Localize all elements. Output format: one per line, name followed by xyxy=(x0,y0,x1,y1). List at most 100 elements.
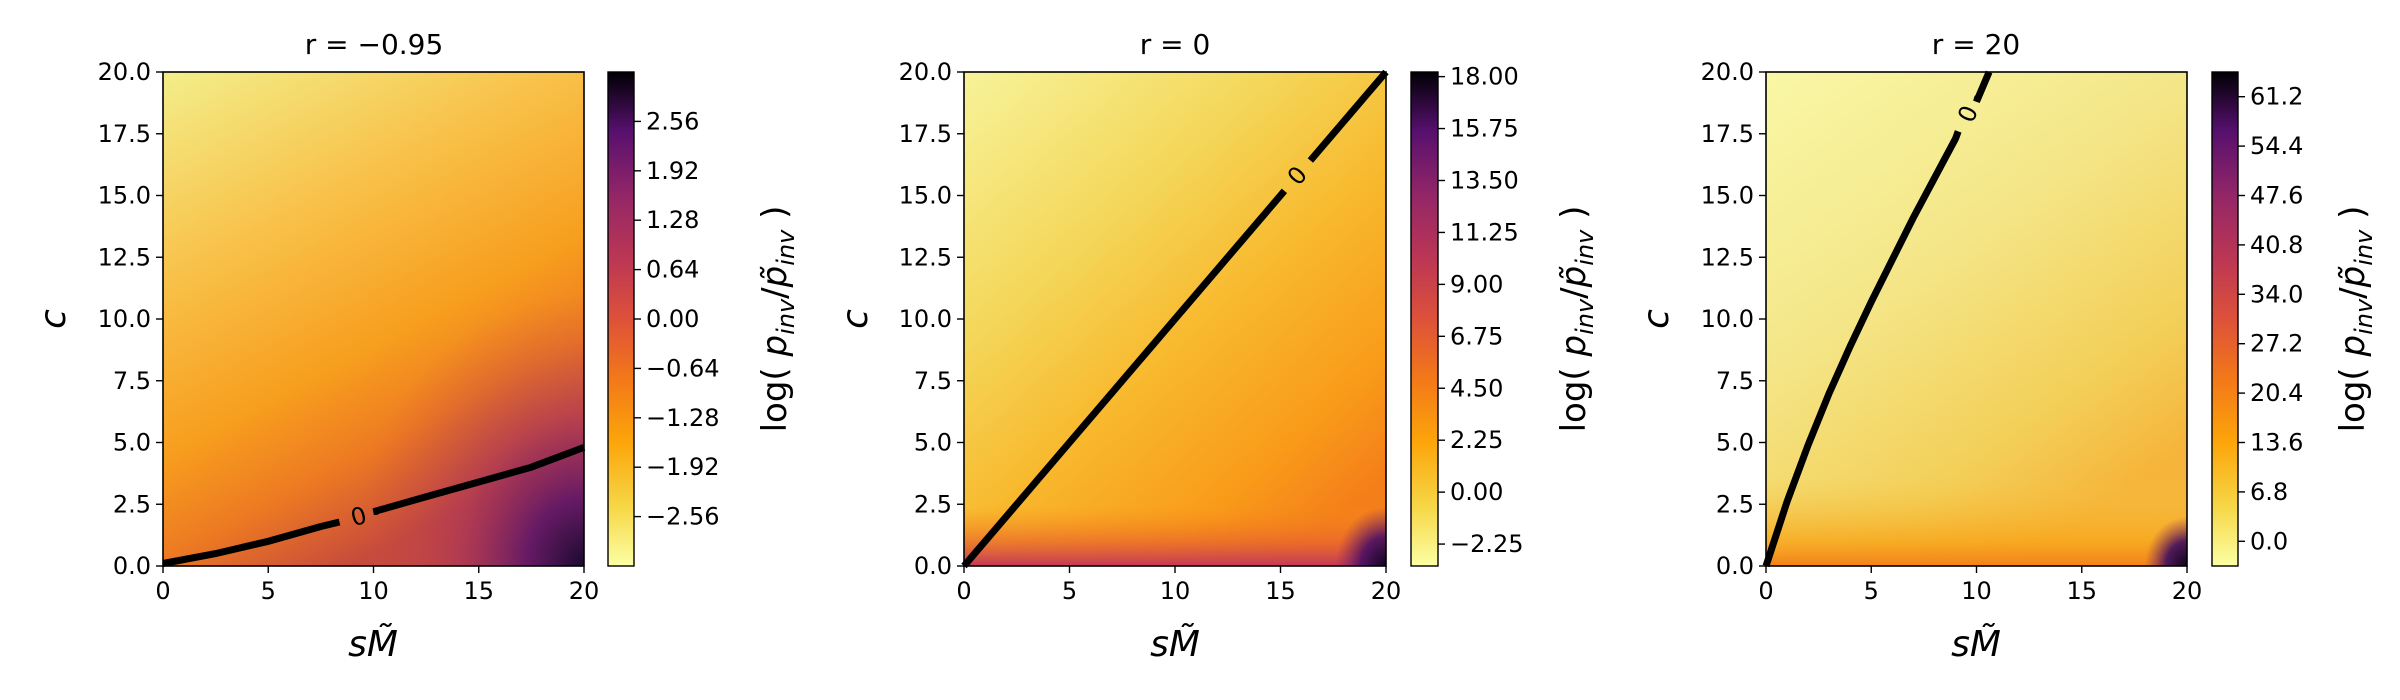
heatmap-area xyxy=(1766,72,2187,566)
colorbar-tick-label: 6.75 xyxy=(1450,322,1503,350)
y-axis: 0.0 2.5 5.0 7.5 10.0 12.5 15.0 17.5 20.0 xyxy=(899,58,964,580)
colorbar-tick-label: 27.2 xyxy=(2250,330,2303,358)
colorbar-tick-label: 0.00 xyxy=(646,305,699,333)
contour-line xyxy=(162,518,341,567)
y-tick-label: 12.5 xyxy=(98,243,151,271)
colorbar-tick-label: 2.25 xyxy=(1450,426,1503,454)
y-tick-label: 12.5 xyxy=(1701,243,1754,271)
x-axis-label: sM̃ xyxy=(348,623,398,665)
colorbar: 0.0 6.8 13.6 20.4 27.2 34.0 40.8 47.6 54.4 61.2 l… xyxy=(2211,71,2378,567)
y-tick-label: 5.0 xyxy=(113,429,151,457)
y-tick-label: 17.5 xyxy=(98,120,151,148)
y-tick-label: 17.5 xyxy=(899,120,952,148)
x-axis: 0 5 10 15 20 xyxy=(1758,566,2202,605)
panel-1: r = −0.95 0 0 5 10 15 20 0.0 2.5 5.0 7.5 10.0 12.… xyxy=(33,28,800,665)
colorbar-tick-label: −0.64 xyxy=(646,354,720,382)
contour-label: 0 xyxy=(348,501,370,532)
colorbar-tick-label: 18.00 xyxy=(1450,63,1519,91)
colorbar-tick-label: 9.00 xyxy=(1450,270,1503,298)
colorbar-tick-label: 13.6 xyxy=(2250,429,2303,457)
colorbar: −2.56 −1.92 −1.28 −0.64 0.00 0.64 1.28 1.92 2.56… xyxy=(607,71,800,567)
y-tick-label: 10.0 xyxy=(899,305,952,333)
x-tick-label: 15 xyxy=(463,577,494,605)
colorbar-tick-label: 4.50 xyxy=(1450,374,1503,402)
x-axis: 0 5 10 15 20 xyxy=(155,566,599,605)
contour-line xyxy=(1762,130,1962,568)
colorbar-tick-label: 13.50 xyxy=(1450,166,1519,194)
contour-line xyxy=(1307,69,1389,163)
contour-line xyxy=(1973,70,1993,103)
contour-line xyxy=(961,188,1288,569)
y-tick-label: 7.5 xyxy=(113,367,151,395)
colorbar-tick-label: 47.6 xyxy=(2250,182,2303,210)
y-tick-label: 0.0 xyxy=(914,552,952,580)
panel-title: r = 0 xyxy=(1140,28,1211,61)
x-tick-label: 20 xyxy=(569,577,600,605)
panel-title: r = −0.95 xyxy=(305,28,444,61)
colorbar-tick-label: 15.75 xyxy=(1450,115,1519,143)
x-tick-label: 0 xyxy=(155,577,170,605)
y-tick-label: 0.0 xyxy=(1716,552,1754,580)
y-tick-label: 7.5 xyxy=(914,367,952,395)
y-tick-label: 10.0 xyxy=(1701,305,1754,333)
y-tick-label: 7.5 xyxy=(1716,367,1754,395)
y-axis-label: c xyxy=(835,309,876,329)
y-axis: 0.0 2.5 5.0 7.5 10.0 12.5 15.0 17.5 20.0 xyxy=(98,58,163,580)
colorbar-tick-label: 0.0 xyxy=(2250,527,2288,555)
y-tick-label: 5.0 xyxy=(1716,429,1754,457)
x-tick-label: 20 xyxy=(2172,577,2203,605)
colorbar-tick-label: 6.8 xyxy=(2250,478,2288,506)
y-tick-label: 20.0 xyxy=(98,58,151,86)
colorbar-tick-label: 1.92 xyxy=(646,157,699,185)
colorbar-tick-label: 11.25 xyxy=(1450,218,1519,246)
y-tick-label: 15.0 xyxy=(1701,182,1754,210)
colorbar-tick-label: 20.4 xyxy=(2250,379,2303,407)
colorbar-tick-label: 2.56 xyxy=(646,107,699,135)
x-tick-label: 5 xyxy=(1864,577,1879,605)
colorbar-tick-label: −2.56 xyxy=(646,503,720,531)
x-axis: 0 5 10 15 20 xyxy=(956,566,1401,605)
panel-2: r = 0 0 0 5 10 15 20 0.0 2.5 5.0 7.5 10.0 12.5 15.… xyxy=(835,28,1599,665)
x-tick-label: 15 xyxy=(1265,577,1296,605)
colorbar-label: log( pinv/p̃inv ) xyxy=(755,206,800,433)
x-tick-label: 0 xyxy=(1758,577,1773,605)
contour-line xyxy=(372,444,586,516)
colorbar-label: log( pinv/p̃inv ) xyxy=(1554,206,1599,433)
x-tick-label: 0 xyxy=(956,577,971,605)
colorbar-ticks: −2.25 0.00 2.25 4.50 6.75 9.00 11.25 13.50 15.75… xyxy=(1438,63,1524,558)
y-tick-label: 10.0 xyxy=(98,305,151,333)
x-tick-label: 5 xyxy=(1062,577,1077,605)
x-tick-label: 10 xyxy=(1160,577,1191,605)
y-tick-label: 20.0 xyxy=(899,58,952,86)
y-tick-label: 15.0 xyxy=(899,182,952,210)
x-axis-label: sM̃ xyxy=(1951,623,2001,665)
colorbar-tick-label: −1.92 xyxy=(646,453,720,481)
colorbar-tick-label: 40.8 xyxy=(2250,231,2303,259)
y-tick-label: 5.0 xyxy=(914,429,952,457)
y-tick-label: 15.0 xyxy=(98,182,151,210)
colorbar-tick-label: −2.25 xyxy=(1450,530,1524,558)
y-tick-label: 20.0 xyxy=(1701,58,1754,86)
y-axis: 0.0 2.5 5.0 7.5 10.0 12.5 15.0 17.5 20.0 xyxy=(1701,58,1766,580)
colorbar-ticks: −2.56 −1.92 −1.28 −0.64 0.00 0.64 1.28 1.92 2.56 xyxy=(634,107,720,531)
colorbar: −2.25 0.00 2.25 4.50 6.75 9.00 11.25 13.50 15.75… xyxy=(1410,63,1599,567)
y-tick-label: 12.5 xyxy=(899,243,952,271)
colorbar-tick-label: 61.2 xyxy=(2250,83,2303,111)
x-tick-label: 10 xyxy=(1961,577,1992,605)
panel-3: r = 20 0 0 5 10 15 20 0.0 2.5 5.0 7.5 10.0 12.5 15… xyxy=(1636,28,2378,665)
y-tick-label: 17.5 xyxy=(1701,120,1754,148)
y-axis-label: c xyxy=(33,309,74,329)
colorbar-tick-label: 54.4 xyxy=(2250,132,2303,160)
heatmap-area xyxy=(163,72,584,566)
y-tick-label: 2.5 xyxy=(914,490,952,518)
x-tick-label: 20 xyxy=(1371,577,1402,605)
y-tick-label: 0.0 xyxy=(113,552,151,580)
x-axis-label: sM̃ xyxy=(1150,623,1200,665)
zero-contour: 0 xyxy=(162,444,586,567)
colorbar-ticks: 0.0 6.8 13.6 20.4 27.2 34.0 40.8 47.6 54.4 61.2 xyxy=(2238,83,2303,555)
colorbar-tick-label: −1.28 xyxy=(646,404,720,432)
x-tick-label: 5 xyxy=(261,577,276,605)
y-tick-label: 2.5 xyxy=(1716,490,1754,518)
colorbar-tick-label: 0.64 xyxy=(646,256,699,284)
